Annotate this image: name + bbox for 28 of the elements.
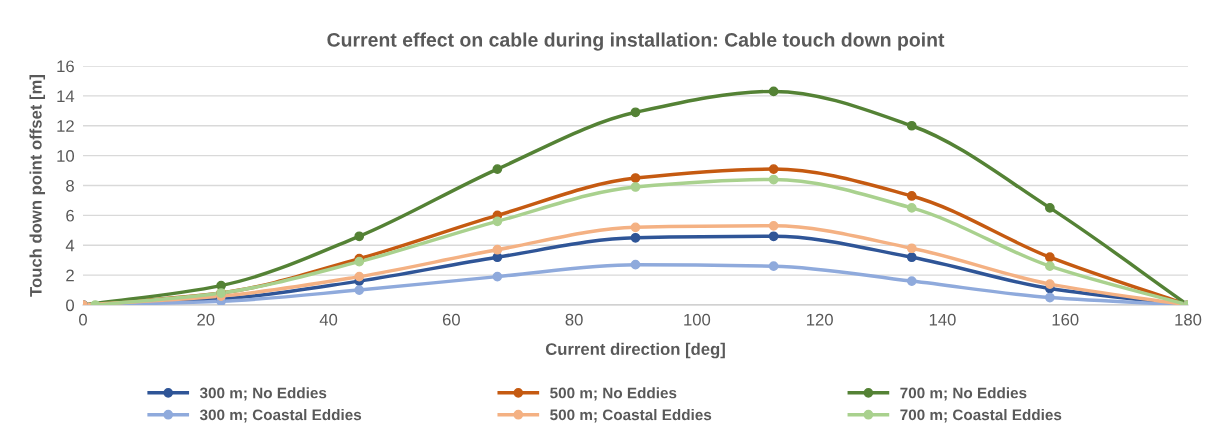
x-tick-label: 120 bbox=[807, 313, 833, 326]
legend-label: 700 m; Coastal Eddies bbox=[900, 409, 1062, 423]
legend-label: 300 m; No Eddies bbox=[199, 387, 327, 401]
y-tick-label: 12 bbox=[57, 120, 74, 132]
y-tick-label: 6 bbox=[66, 209, 74, 222]
x-tick-label: 40 bbox=[319, 313, 338, 326]
chart-title: Current effect on cable during installation: Cable touch down point bbox=[327, 32, 945, 51]
x-tick-label: 20 bbox=[197, 313, 215, 326]
y-tick-label: 4 bbox=[65, 239, 75, 252]
x-tick-label: 180 bbox=[1175, 313, 1202, 326]
x-tick-label: 60 bbox=[442, 313, 460, 326]
y-tick-label: 16 bbox=[57, 60, 74, 73]
x-tick-label: 100 bbox=[684, 313, 711, 326]
x-tick-label: 140 bbox=[929, 313, 956, 326]
legend-label: 700 m; No Eddies bbox=[900, 387, 1027, 401]
y-tick-label: 0 bbox=[66, 299, 75, 312]
y-tick-label: 10 bbox=[57, 150, 75, 162]
x-tick-label: 0 bbox=[79, 313, 87, 326]
x-tick-label: 80 bbox=[565, 313, 583, 326]
legend-label: 300 m; Coastal Eddies bbox=[199, 409, 362, 423]
y-tick-label: 2 bbox=[66, 269, 74, 282]
y-tick-label: 8 bbox=[66, 179, 74, 192]
legend-label: 500 m; No Eddies bbox=[550, 387, 677, 401]
y-tick-label: 14 bbox=[57, 90, 75, 102]
x-axis-title: Current direction [deg] bbox=[545, 342, 725, 359]
legend-label: 500 m; Coastal Eddies bbox=[550, 409, 712, 423]
x-tick-label: 160 bbox=[1052, 313, 1079, 326]
y-axis-title: Touch down point offset [m] bbox=[29, 75, 46, 297]
